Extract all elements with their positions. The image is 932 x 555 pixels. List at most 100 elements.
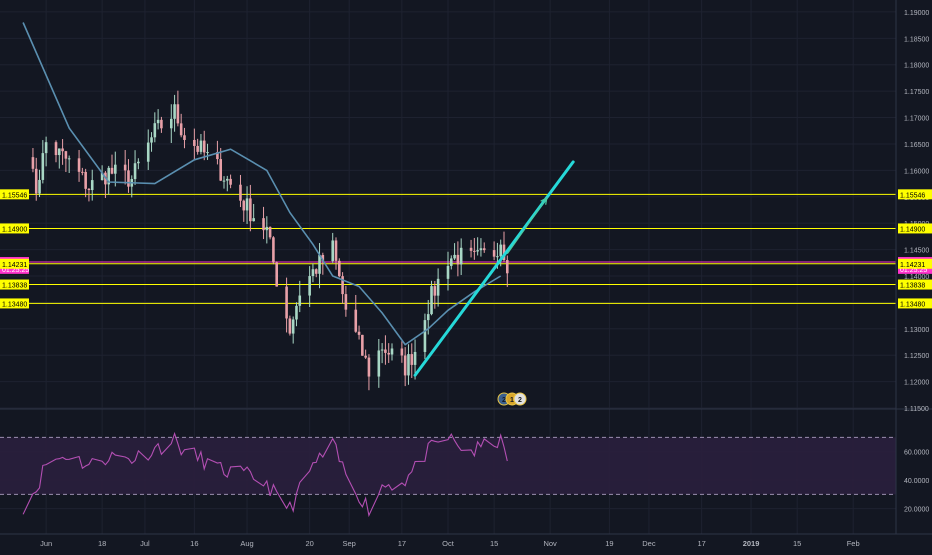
rsi-tick-label: 60.0000 [904,450,929,457]
drawings[interactable] [413,160,575,377]
candle-body [193,139,196,146]
time-tick-label: Sep [342,539,355,548]
time-tick-label: 19 [605,539,613,548]
candle-body [285,286,288,319]
candle-body [173,104,176,119]
price-tick-label: 1.18000 [904,63,929,70]
time-axis[interactable]: Jun 18 Jul 16 Aug 20 Sep 17 Oct 15 Nov 19 Dec 17 2019 1… [0,533,932,548]
price-tick-label: 1.17000 [904,116,929,123]
candle-body [268,226,272,238]
candle-body [308,276,311,296]
candle-body [179,123,183,136]
event-marker-label: 1 [510,397,514,404]
level-label-box [0,298,29,309]
level-label: 1.14231 [2,262,27,269]
rsi-axis[interactable]: 60.0000 40.0000 20.0000 [904,450,929,514]
candle-body [400,348,404,356]
candle-body [160,119,163,129]
level-label-box [0,189,29,200]
time-tick-label: Oct [442,539,455,548]
candle-body [38,179,41,194]
candle-body [146,142,150,162]
candle-body [291,319,295,334]
price-tick-label: 1.12500 [904,353,929,360]
candle-body [377,350,381,377]
time-tick-label: 18 [98,539,106,548]
level-label: 1.15546 [900,192,925,199]
candle-body [222,180,226,182]
rsi-pane [0,431,896,518]
candle-body [499,244,503,257]
level-label-box [0,223,29,234]
price-tick-label: 1.16000 [904,168,929,175]
candle-body [202,140,206,153]
candle-body [380,349,384,351]
price-tick-label: 1.14000 [904,274,929,281]
price-tick-label: 1.13000 [904,327,929,334]
horizontal-levels[interactable] [0,193,896,304]
candle-body [311,269,315,277]
candle-body [31,157,35,169]
candle-body [229,178,232,185]
candle-body [413,351,417,365]
level-label: 1.13838 [2,283,27,290]
candle-body [449,258,453,266]
candle-body [262,218,265,231]
candle-body [357,331,361,335]
level-labels: 1.155461.155461.149001.149001.142641.142… [0,189,932,309]
candle-body [183,135,186,140]
candle-body [469,247,473,251]
level-label-box [0,263,29,274]
event-marker[interactable] [513,392,527,406]
time-tick-label: Nov [543,539,557,548]
candle-body [295,305,298,320]
price-tick-label: 1.17500 [904,89,929,96]
price-tick-label: 1.14500 [904,248,929,255]
candle-body [61,148,64,152]
candle-body [272,237,275,263]
candle-body [275,262,279,287]
moving-average-line [22,22,502,346]
time-tick-label: 15 [793,539,801,548]
candle-body [426,314,430,321]
time-tick-label: 17 [398,539,406,548]
projection-arrow[interactable] [506,197,548,255]
candle-body [196,145,199,152]
candle-body [249,198,252,222]
candle-body [446,265,450,279]
candle-body [219,159,223,181]
level-label: 1.14231 [900,262,925,269]
candle-body [492,250,496,257]
time-tick-label: Aug [240,539,253,548]
candle-body [265,226,269,231]
candle-body [476,250,479,252]
candle-body [410,354,414,365]
candle-body [473,250,476,252]
projection-arrow-head[interactable] [540,196,548,205]
level-label: 1.13480 [900,301,925,308]
level-label-box [898,279,932,290]
candle-body [314,269,318,274]
candle-body [423,320,427,352]
candle-body [41,153,45,180]
candle-body [225,178,229,181]
time-tick-label: Dec [642,539,656,548]
candlestick-series [31,90,509,391]
price-tick-label: 1.19000 [904,10,929,17]
candle-body [113,164,117,174]
event-marker-label: 2 [518,397,522,404]
time-tick-label: Feb [847,539,860,548]
candle-body [156,119,160,124]
time-tick-label: Jul [140,539,150,548]
candle-body [331,240,335,262]
candle-body [67,158,71,160]
candle-body [54,142,58,156]
candle-body [341,276,344,295]
candle-body [453,254,456,259]
candle-body [44,142,48,154]
candle-body [344,294,348,310]
candle-body [482,248,486,251]
